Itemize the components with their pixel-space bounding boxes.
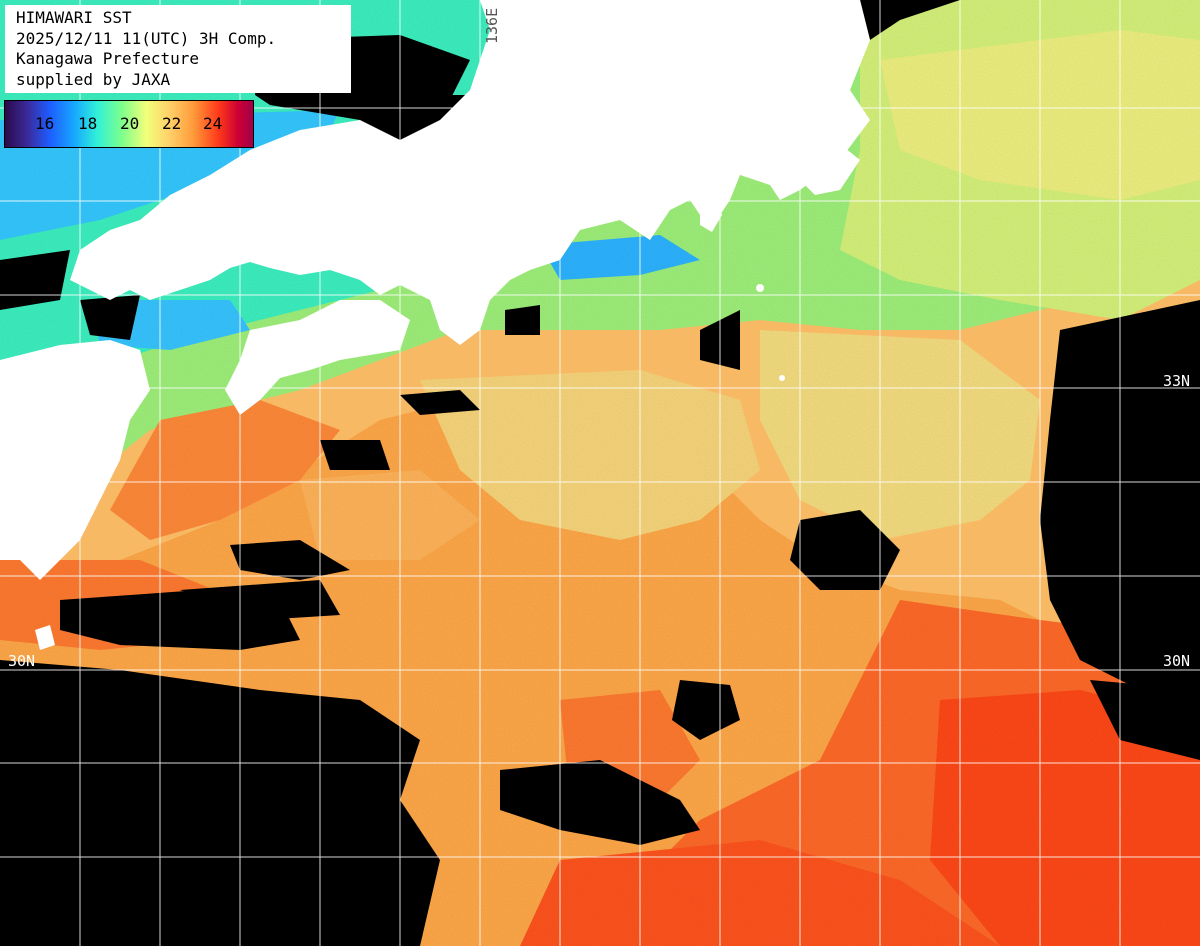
latitude-label-30n-right: 30N <box>1163 652 1191 670</box>
legend-tick-20: 20 <box>120 114 140 133</box>
product-title: HIMAWARI SST <box>16 8 132 27</box>
honshu-landmass <box>70 0 870 345</box>
legend-tick-24: 24 <box>203 114 223 133</box>
provider-region: Kanagawa Prefecture <box>16 49 200 68</box>
legend-tick-18: 18 <box>78 114 98 133</box>
legend-tick-16: 16 <box>35 114 55 133</box>
boso-peninsula <box>800 140 860 195</box>
awaji-island <box>368 235 390 275</box>
land-masses <box>0 0 870 650</box>
yakushima-island <box>60 518 75 540</box>
observation-time: 2025/12/11 11(UTC) 3H Comp. <box>16 28 277 48</box>
legend-tick-22: 22 <box>162 114 182 133</box>
latitude-label-33-left: 33 <box>8 372 27 390</box>
title-box: HIMAWARI SST 2025/12/11 11(UTC) 3H Comp.… <box>5 5 351 93</box>
tanegashima-island <box>35 625 55 650</box>
temperature-color-scale: 16 18 20 22 24 <box>4 100 254 148</box>
kii-hanto <box>430 215 520 310</box>
data-credit: supplied by JAXA <box>16 69 171 89</box>
longitude-label-136e: 136E <box>483 7 501 44</box>
kyushu-landmass <box>0 340 150 580</box>
latitude-label-30n-left: 30N <box>8 652 36 670</box>
shikoku-landmass <box>225 300 410 415</box>
latitude-label-33n-right: 33N <box>1163 372 1191 390</box>
